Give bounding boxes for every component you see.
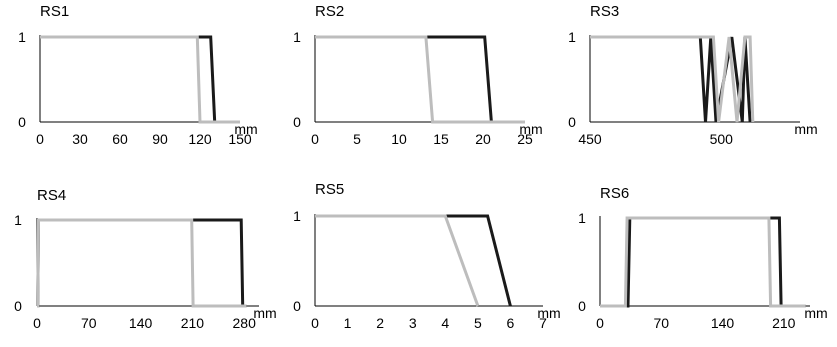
series-line-2 [600,216,806,308]
x-unit-label: mm [519,121,542,137]
y-tick-label: 0 [14,298,22,314]
chart-title: RS6 [600,185,629,202]
chart-title: RS4 [37,187,66,204]
x-tick-label: 450 [578,131,602,147]
x-tick-label: 2 [376,315,384,331]
x-tick-label: 280 [233,315,257,331]
series-line-1 [315,35,525,124]
x-tick-label: 150 [228,131,252,147]
series-line-2 [590,35,755,123]
x-unit-label: mm [537,305,560,321]
series-line-1 [36,218,247,308]
series-line-1 [590,35,752,123]
chart-panel-5: RS5 0 1 0 1 2 3 4 5 6 7mm [293,181,561,331]
x-tick-label: 0 [311,131,319,147]
x-tick-label: 25 [517,131,533,147]
x-tick-label: 0 [311,315,319,331]
x-tick-label: 5 [474,315,482,331]
x-tick-label: 15 [433,131,449,147]
x-tick-label: 60 [112,131,128,147]
series-line-1 [40,35,240,124]
x-tick-label: 70 [81,315,97,331]
y-tick-label: 0 [293,114,301,130]
series-line-2 [315,35,525,124]
x-unit-label: mm [794,121,817,137]
x-unit-label: mm [234,121,257,137]
y-tick-label: 1 [18,29,26,45]
x-unit-label: mm [253,305,276,321]
y-tick-label: 1 [293,208,301,224]
y-tick-label: 0 [578,298,586,314]
y-tick-label: 1 [568,29,576,45]
chart-title: RS3 [590,3,619,20]
x-tick-label: 30 [72,131,88,147]
y-tick-label: 0 [293,298,301,314]
x-tick-label: 5 [353,131,361,147]
x-tick-label: 140 [711,315,735,331]
x-tick-label: 210 [181,315,205,331]
chart-title: RS5 [315,181,344,198]
x-tick-label: 0 [36,131,44,147]
series-line-2 [36,218,247,308]
x-unit-label: mm [804,305,827,321]
y-tick-label: 0 [18,114,26,130]
x-tick-label: 140 [129,315,153,331]
x-tick-label: 0 [596,315,604,331]
y-tick-label: 0 [568,114,576,130]
series-line-1 [600,216,806,308]
x-tick-label: 90 [152,131,168,147]
x-tick-label: 20 [475,131,491,147]
y-tick-label: 1 [14,212,22,228]
chart-title: RS1 [40,3,69,20]
x-tick-label: 6 [507,315,515,331]
chart-panel-6: RS6 0 1 0 70 140 210 mm [578,185,828,331]
y-tick-label: 1 [578,210,586,226]
chart-title: RS2 [315,3,344,20]
x-tick-label: 500 [710,131,734,147]
x-tick-label: 3 [409,315,417,331]
x-tick-label: 120 [188,131,212,147]
chart-panel-3: RS3 0 1 450 500 mm [568,3,818,147]
x-tick-label: 210 [772,315,796,331]
x-tick-label: 10 [391,131,407,147]
y-tick-label: 1 [293,29,301,45]
series-line-1 [315,214,512,307]
x-tick-label: 7 [539,315,547,331]
series-line-2 [315,214,480,307]
x-tick-label: 4 [441,315,449,331]
series-line-2 [40,35,240,124]
x-tick-label: 1 [344,315,352,331]
x-tick-label: 0 [33,315,41,331]
x-tick-label: 70 [653,315,669,331]
